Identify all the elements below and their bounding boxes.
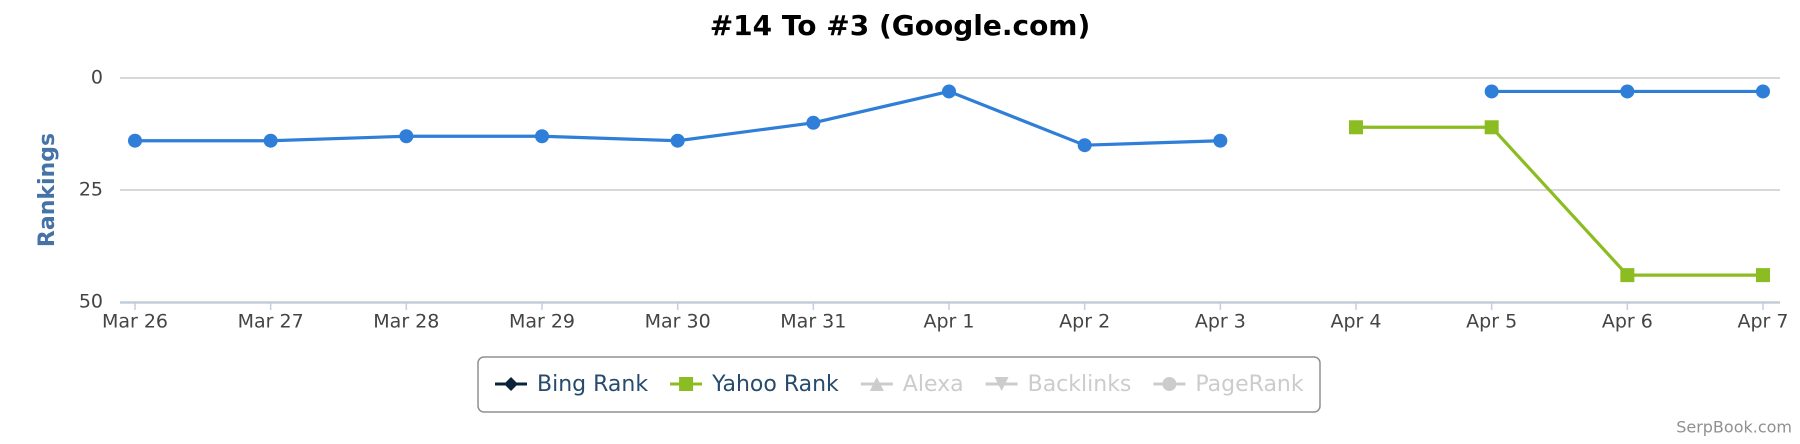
legend-item[interactable]: Alexa bbox=[903, 372, 964, 397]
legend-marker bbox=[994, 377, 1009, 391]
point bbox=[1213, 133, 1228, 148]
x-tick-label: Apr 1 bbox=[924, 311, 975, 333]
series-line bbox=[135, 89, 1763, 147]
series-line bbox=[1356, 125, 1763, 277]
legend-item[interactable]: Bing Rank bbox=[537, 372, 648, 397]
x-tick-label: Mar 27 bbox=[238, 311, 304, 333]
x-tick-label: Apr 4 bbox=[1331, 311, 1382, 333]
legend-marker bbox=[869, 377, 884, 391]
x-tick-label: Apr 2 bbox=[1059, 311, 1110, 333]
point bbox=[670, 133, 685, 148]
x-tick-label: Mar 31 bbox=[780, 311, 846, 333]
y-tick-label: 50 bbox=[79, 291, 103, 313]
point bbox=[1756, 84, 1770, 99]
point bbox=[1620, 268, 1635, 283]
legend-item[interactable]: PageRank bbox=[1195, 372, 1303, 397]
legend-box bbox=[477, 356, 1321, 413]
point bbox=[1484, 120, 1499, 135]
x-tick-label: Apr 7 bbox=[1738, 311, 1789, 333]
point bbox=[399, 129, 414, 144]
point bbox=[1756, 268, 1770, 283]
y-tick-label: 0 bbox=[91, 67, 103, 89]
point bbox=[1077, 138, 1092, 153]
point bbox=[1484, 84, 1499, 99]
point bbox=[1349, 120, 1363, 135]
x-tick-label: Apr 5 bbox=[1466, 311, 1517, 333]
point bbox=[942, 84, 956, 99]
x-tick-label: Apr 6 bbox=[1602, 311, 1653, 333]
x-tick-label: Apr 3 bbox=[1195, 311, 1246, 333]
x-tick-label: Mar 29 bbox=[509, 311, 575, 333]
credit: SerpBook.com bbox=[1676, 418, 1792, 437]
y-axis-label: Rankings bbox=[35, 133, 60, 247]
point bbox=[263, 133, 278, 148]
x-tick-label: Mar 28 bbox=[373, 311, 439, 333]
point bbox=[535, 129, 549, 144]
legend-item[interactable]: Yahoo Rank bbox=[711, 372, 839, 397]
legend-marker bbox=[1162, 377, 1177, 391]
x-tick-label: Mar 26 bbox=[102, 311, 168, 333]
point bbox=[1620, 84, 1635, 99]
legend-item[interactable]: Backlinks bbox=[1028, 372, 1132, 397]
legend-marker bbox=[504, 377, 518, 391]
point bbox=[128, 133, 142, 148]
y-tick-label: 25 bbox=[79, 179, 103, 201]
legend-marker bbox=[679, 377, 694, 391]
chart-title: #14 To #3 (Google.com) bbox=[710, 9, 1091, 42]
x-tick-label: Mar 30 bbox=[645, 311, 711, 333]
point bbox=[806, 115, 821, 130]
